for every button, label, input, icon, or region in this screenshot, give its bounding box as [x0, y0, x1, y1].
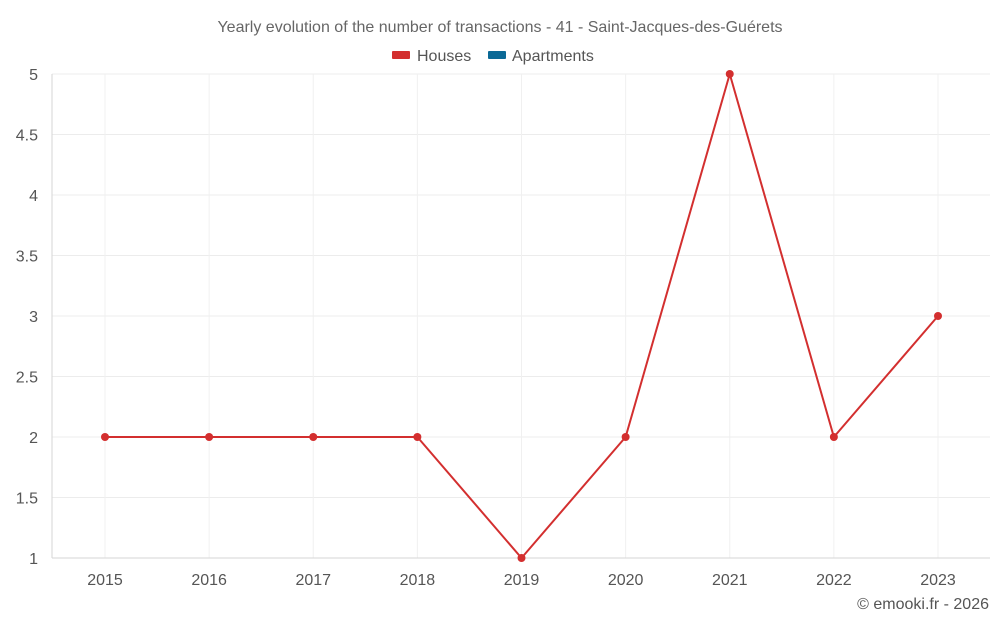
x-tick-label: 2022 — [816, 572, 852, 589]
y-tick-label: 2 — [29, 430, 38, 447]
x-tick-label: 2015 — [87, 572, 123, 589]
x-tick-label: 2017 — [295, 572, 331, 589]
y-tick-label: 1.5 — [16, 491, 38, 508]
credit-text: © emooki.fr - 2026 — [857, 596, 989, 613]
legend-label-apartments[interactable]: Apartments — [512, 48, 594, 65]
grid — [52, 73, 990, 559]
legend-label-houses[interactable]: Houses — [417, 48, 471, 65]
y-tick-label: 1 — [29, 551, 38, 568]
x-tick-label: 2020 — [608, 572, 644, 589]
chart-title: Yearly evolution of the number of transa… — [217, 19, 782, 36]
y-tick-label: 5 — [29, 67, 38, 84]
y-tick-label: 3.5 — [16, 249, 38, 266]
y-tick-label: 4.5 — [16, 128, 38, 145]
data-point-houses-2016 — [205, 433, 214, 441]
legend: Houses Apartments — [392, 48, 594, 65]
data-point-houses-2023 — [934, 312, 942, 320]
data-point-houses-2021 — [725, 70, 734, 78]
data-point-houses-2018 — [413, 433, 422, 441]
data-point-houses-2019 — [517, 554, 526, 562]
y-tick-label: 2.5 — [16, 370, 38, 387]
x-tick-label: 2023 — [920, 572, 956, 589]
x-tick-label: 2019 — [504, 572, 540, 589]
y-tick-label: 4 — [29, 188, 38, 205]
data-point-houses-2017 — [309, 433, 318, 441]
legend-swatch-houses[interactable] — [392, 51, 410, 59]
y-tick-label: 3 — [29, 309, 38, 326]
legend-swatch-apartments[interactable] — [488, 51, 506, 59]
axes: 1 1.5 2 2.5 3 3.5 4 4.5 5 2015 2016 2017 2018 2019 202… — [16, 67, 990, 589]
series — [101, 70, 942, 562]
data-point-houses-2015 — [101, 433, 109, 441]
data-point-houses-2020 — [621, 433, 630, 441]
x-tick-label: 2018 — [400, 572, 436, 589]
data-point-houses-2022 — [829, 433, 838, 441]
x-tick-label: 2016 — [191, 572, 227, 589]
x-tick-label: 2021 — [712, 572, 748, 589]
